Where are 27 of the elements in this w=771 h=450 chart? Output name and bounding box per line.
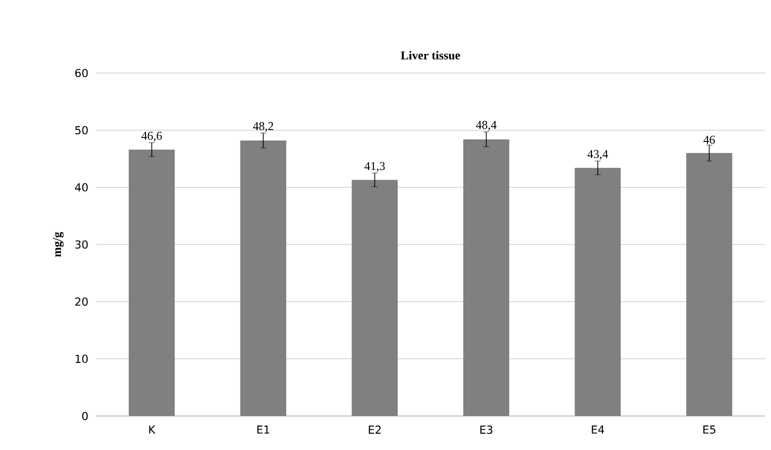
x-tick-label: E4 bbox=[592, 426, 604, 434]
bar bbox=[352, 180, 398, 416]
y-tick-label: 50 bbox=[75, 126, 88, 134]
chart-title: Liver tissue bbox=[400, 50, 460, 60]
x-tick-label: E2 bbox=[368, 426, 381, 434]
bar bbox=[686, 153, 732, 416]
y-tick-label: 40 bbox=[75, 183, 88, 192]
x-tick-label: E3 bbox=[480, 426, 492, 434]
bar bbox=[128, 150, 175, 416]
y-axis-title: mg/g bbox=[53, 232, 64, 257]
x-tick-label: E5 bbox=[703, 426, 716, 434]
data-label: 46,6 bbox=[141, 132, 162, 142]
y-tick-label: 10 bbox=[76, 354, 88, 363]
y-tick-label: 0 bbox=[82, 412, 88, 420]
data-label: 43,4 bbox=[587, 150, 608, 160]
y-tick-label: 20 bbox=[75, 298, 88, 306]
x-tick-label: K bbox=[149, 426, 156, 434]
data-label: 48,4 bbox=[476, 120, 497, 131]
data-label: 41,3 bbox=[364, 162, 385, 172]
x-tick-label: E1 bbox=[257, 426, 270, 434]
data-label: 48,2 bbox=[252, 122, 274, 132]
y-tick-label: 60 bbox=[75, 68, 88, 78]
bar bbox=[574, 168, 621, 416]
y-tick-label: 30 bbox=[75, 240, 88, 249]
bar bbox=[240, 140, 286, 416]
bar bbox=[463, 139, 510, 416]
data-label: 46 bbox=[703, 136, 715, 144]
